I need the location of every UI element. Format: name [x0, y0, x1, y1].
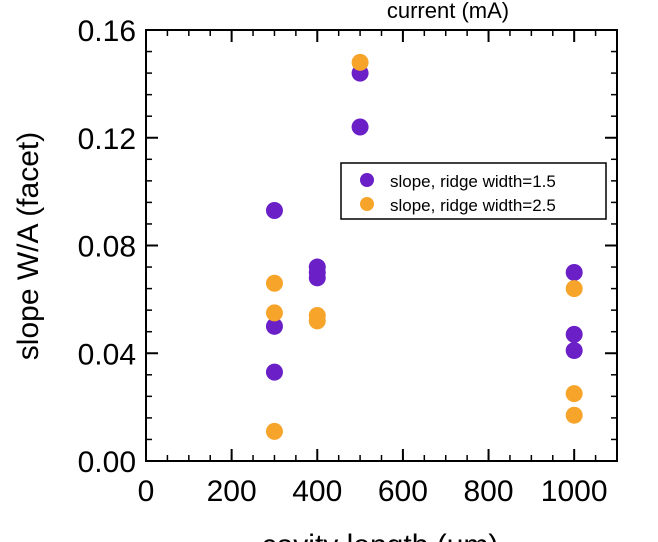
x-tick-label: 1000	[541, 475, 608, 508]
y-tick-label: 0.00	[78, 446, 136, 479]
data-point-series-2	[265, 422, 283, 440]
data-point-series-1	[351, 118, 369, 136]
data-point-series-1	[565, 325, 583, 343]
y-tick-label: 0.08	[78, 231, 136, 264]
x-axis-ticks: 0 200 400 600 800 1000	[138, 30, 608, 508]
legend-marker-series-1	[360, 173, 374, 187]
data-point-series-1	[308, 269, 326, 287]
data-point-series-2	[351, 53, 369, 71]
data-point-series-2	[565, 385, 583, 403]
legend-label-series-1: slope, ridge width=1.5	[390, 172, 556, 191]
y-axis-ticks: 0.00 0.04 0.08 0.12 0.16	[78, 15, 617, 479]
y-tick-label: 0.16	[78, 15, 136, 48]
data-point-series-1	[565, 263, 583, 281]
x-tick-label: 800	[464, 475, 514, 508]
data-point-series-1	[265, 317, 283, 335]
data-point-series-1	[265, 363, 283, 381]
x-tick-label: 200	[207, 475, 257, 508]
legend: slope, ridge width=1.5 slope, ridge widt…	[340, 162, 607, 220]
x-tick-label: 0	[138, 475, 155, 508]
data-point-series-1	[565, 342, 583, 360]
data-point-series-1	[265, 201, 283, 219]
data-point-series-2	[265, 274, 283, 292]
x-tick-label: 600	[378, 475, 428, 508]
y-axis-label: slope W/A (facet)	[12, 132, 45, 360]
data-point-series-2	[565, 406, 583, 424]
y-tick-label: 0.04	[78, 338, 136, 371]
plot-area	[145, 29, 618, 462]
legend-marker-series-2	[360, 197, 374, 211]
legend-box	[340, 162, 607, 220]
plot-frame	[145, 29, 618, 462]
data-point-series-2	[565, 280, 583, 298]
top-axis-label: current (mA)	[387, 0, 509, 23]
data-point-series-2	[308, 312, 326, 330]
legend-label-series-2: slope, ridge width=2.5	[390, 196, 556, 215]
data-point-series-2	[265, 304, 283, 322]
data-points	[265, 53, 583, 440]
y-tick-label: 0.12	[78, 123, 136, 156]
x-axis-label: cavity length (um)	[262, 529, 499, 542]
x-tick-label: 400	[292, 475, 342, 508]
